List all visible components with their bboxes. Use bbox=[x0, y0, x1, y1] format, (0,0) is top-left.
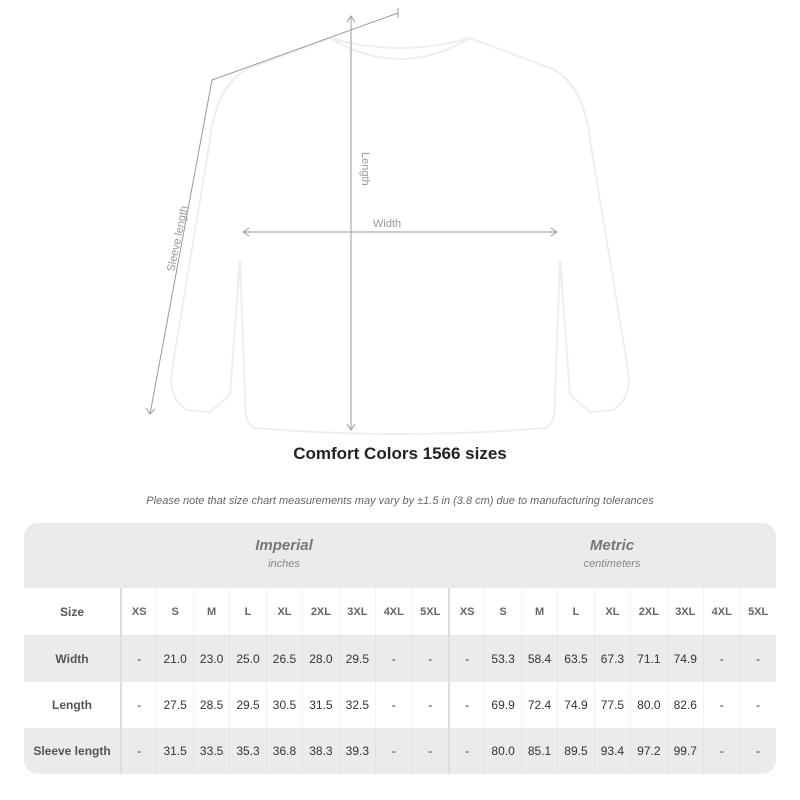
metric-header: Metric centimeters bbox=[448, 537, 776, 570]
metric-value: 89.5 bbox=[557, 728, 593, 774]
size-column-header: S bbox=[484, 588, 520, 635]
imperial-value: - bbox=[375, 728, 411, 774]
row-label: Length bbox=[52, 698, 92, 712]
imperial-title: Imperial bbox=[255, 537, 313, 554]
metric-value: 63.5 bbox=[557, 635, 593, 682]
length-arrow bbox=[346, 15, 356, 431]
tolerance-note: Please note that size chart measurements… bbox=[146, 495, 654, 507]
imperial-value: - bbox=[375, 635, 411, 682]
size-column-header: L bbox=[229, 588, 265, 635]
metric-value: - bbox=[739, 635, 775, 682]
sweatshirt-diagram: Sleeve length Length Width bbox=[145, 8, 630, 435]
metric-value: - bbox=[703, 635, 739, 682]
imperial-value: 21.0 bbox=[156, 635, 192, 682]
metric-value: - bbox=[447, 635, 484, 682]
metric-value: 58.4 bbox=[520, 635, 557, 682]
size-column-header: XS bbox=[447, 588, 484, 635]
metric-value: - bbox=[703, 682, 739, 728]
imperial-value: 31.5 bbox=[156, 728, 192, 774]
size-column-header: 2XL bbox=[302, 588, 338, 635]
imperial-value: 36.8 bbox=[265, 728, 302, 774]
table-row: Length -27.5 28.5 29.5 30.5 31.5 32.5- - -69.9 72… bbox=[24, 682, 776, 728]
size-column-header: XS bbox=[120, 588, 156, 635]
imperial-value: 38.3 bbox=[302, 728, 338, 774]
size-column-header: 2XL bbox=[630, 588, 666, 635]
imperial-value: - bbox=[120, 682, 156, 728]
imperial-value: 23.0 bbox=[192, 635, 229, 682]
imperial-value: 31.5 bbox=[302, 682, 338, 728]
size-header: Size bbox=[59, 604, 84, 619]
imperial-value: 39.3 bbox=[338, 728, 375, 774]
metric-value: - bbox=[739, 682, 775, 728]
width-label: Width bbox=[373, 218, 401, 230]
metric-value: 72.4 bbox=[520, 682, 557, 728]
size-table: Imperial inches Metric centimeters Size X… bbox=[24, 523, 776, 774]
metric-value: - bbox=[447, 728, 484, 774]
size-header-row: Size XS S M L XL 2XL 3XL 4XL 5XL XS S M L XL 2XL 3XL 4XL 5… bbox=[24, 588, 776, 635]
units-header bbox=[24, 523, 776, 588]
size-column-header: 5XL bbox=[739, 588, 775, 635]
size-column-header: 4XL bbox=[375, 588, 411, 635]
imperial-value: 35.3 bbox=[229, 728, 265, 774]
width-arrow bbox=[242, 227, 558, 237]
metric-unit: centimeters bbox=[583, 558, 641, 570]
imperial-value: 27.5 bbox=[156, 682, 192, 728]
metric-value: 82.6 bbox=[666, 682, 703, 728]
sleeve-length-label: Sleeve length bbox=[165, 205, 191, 273]
imperial-value: - bbox=[120, 635, 156, 682]
metric-value: - bbox=[447, 682, 484, 728]
imperial-value: - bbox=[411, 635, 448, 682]
metric-value: 74.9 bbox=[666, 635, 703, 682]
imperial-value: 28.5 bbox=[192, 682, 229, 728]
table-row: Width -21.0 23.0 25.0 26.5 28.0 29.5- - -53.3 58.… bbox=[24, 635, 776, 682]
imperial-value: 32.5 bbox=[338, 682, 375, 728]
metric-value: - bbox=[703, 728, 739, 774]
metric-value: 97.2 bbox=[630, 728, 666, 774]
metric-value: 71.1 bbox=[630, 635, 666, 682]
metric-value: - bbox=[739, 728, 775, 774]
row-label: Width bbox=[55, 651, 89, 666]
imperial-value: - bbox=[411, 728, 448, 774]
metric-title: Metric bbox=[589, 537, 635, 554]
table-row: Sleeve length -31.5 33.5 35.3 36.8 38.3 39.3- -… bbox=[24, 728, 776, 774]
imperial-value: 33.5 bbox=[192, 728, 229, 774]
chart-title: Comfort Colors 1566 sizes bbox=[293, 444, 507, 463]
size-column-header: 5XL bbox=[411, 588, 448, 635]
size-column-header: 3XL bbox=[338, 588, 375, 635]
size-column-header: 4XL bbox=[703, 588, 739, 635]
size-column-header: M bbox=[520, 588, 557, 635]
metric-value: 69.9 bbox=[484, 682, 520, 728]
imperial-value: 28.0 bbox=[302, 635, 338, 682]
metric-value: 99.7 bbox=[666, 728, 703, 774]
imperial-value: 29.5 bbox=[338, 635, 375, 682]
size-column-header: XL bbox=[593, 588, 630, 635]
imperial-value: 30.5 bbox=[265, 682, 302, 728]
imperial-value: - bbox=[120, 728, 156, 774]
size-column-header: 3XL bbox=[666, 588, 703, 635]
metric-value: 77.5 bbox=[593, 682, 630, 728]
metric-value: 74.9 bbox=[557, 682, 593, 728]
metric-value: 80.0 bbox=[484, 728, 520, 774]
sleeve-length-arrow bbox=[149, 12, 399, 415]
imperial-header: Imperial inches bbox=[120, 537, 448, 570]
metric-value: 93.4 bbox=[593, 728, 630, 774]
size-column-header: XL bbox=[265, 588, 302, 635]
metric-value: 67.3 bbox=[593, 635, 630, 682]
metric-value: 80.0 bbox=[630, 682, 666, 728]
imperial-value: - bbox=[411, 682, 448, 728]
row-label: Sleeve length bbox=[33, 744, 111, 758]
imperial-value: 25.0 bbox=[229, 635, 265, 682]
imperial-value: 29.5 bbox=[229, 682, 265, 728]
size-column-header: L bbox=[557, 588, 593, 635]
imperial-value: 26.5 bbox=[265, 635, 302, 682]
sweatshirt-outline bbox=[170, 36, 630, 435]
size-column-header: S bbox=[156, 588, 192, 635]
length-label: Length bbox=[359, 152, 371, 186]
imperial-unit: inches bbox=[268, 558, 300, 570]
imperial-value: - bbox=[375, 682, 411, 728]
size-column-header: M bbox=[192, 588, 229, 635]
metric-value: 53.3 bbox=[484, 635, 520, 682]
metric-value: 85.1 bbox=[520, 728, 557, 774]
